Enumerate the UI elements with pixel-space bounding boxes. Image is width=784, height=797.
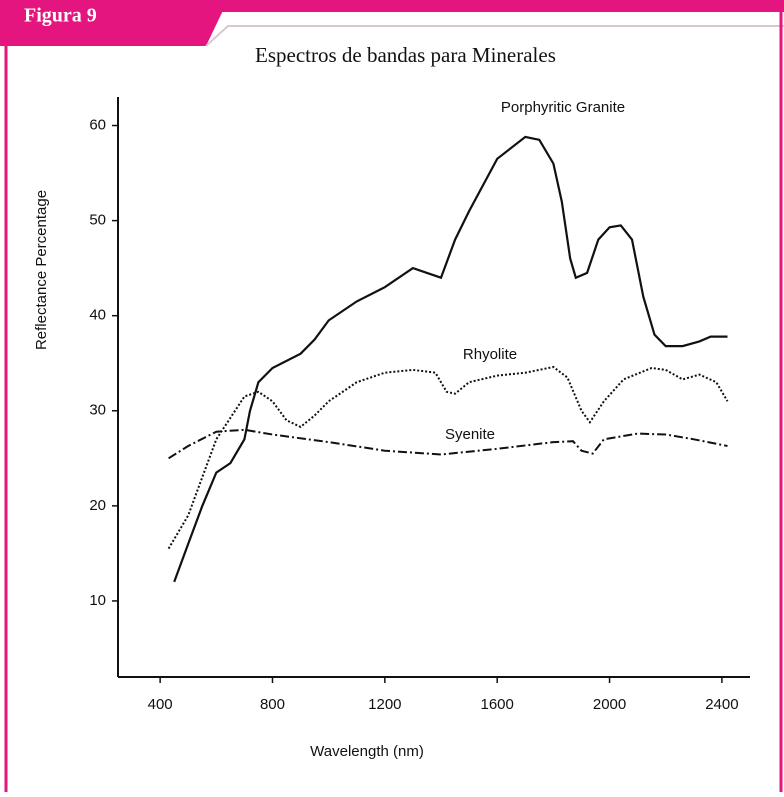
figure-title: Espectros de bandas para Minerales <box>255 43 556 67</box>
x-tick-label: 400 <box>148 696 173 713</box>
header-rule <box>205 25 784 47</box>
series-line <box>167 365 729 550</box>
y-tick-label: 10 <box>89 592 106 609</box>
series-label: Porphyritic Granite <box>501 99 625 116</box>
figure-tag: Figura 9 <box>24 5 97 27</box>
y-tick-label: 60 <box>89 116 106 133</box>
x-axis-label: Wavelength (nm) <box>310 743 424 760</box>
series-line <box>173 135 728 583</box>
y-tick-label: 40 <box>89 307 106 324</box>
y-axis-label: Reflectance Percentage <box>33 190 50 350</box>
y-tick-label: 50 <box>89 212 106 229</box>
series-label: Syenite <box>445 426 495 443</box>
y-tick-label: 30 <box>89 402 106 419</box>
y-tick-label: 20 <box>89 497 106 514</box>
x-tick-label: 1600 <box>481 696 514 713</box>
series-label: Rhyolite <box>463 346 517 363</box>
x-tick-label: 2400 <box>705 696 738 713</box>
x-tick-label: 2000 <box>593 696 626 713</box>
series-line <box>168 428 728 460</box>
tag-box <box>0 0 228 46</box>
x-tick-label: 800 <box>260 696 285 713</box>
x-tick-label: 1200 <box>368 696 401 713</box>
